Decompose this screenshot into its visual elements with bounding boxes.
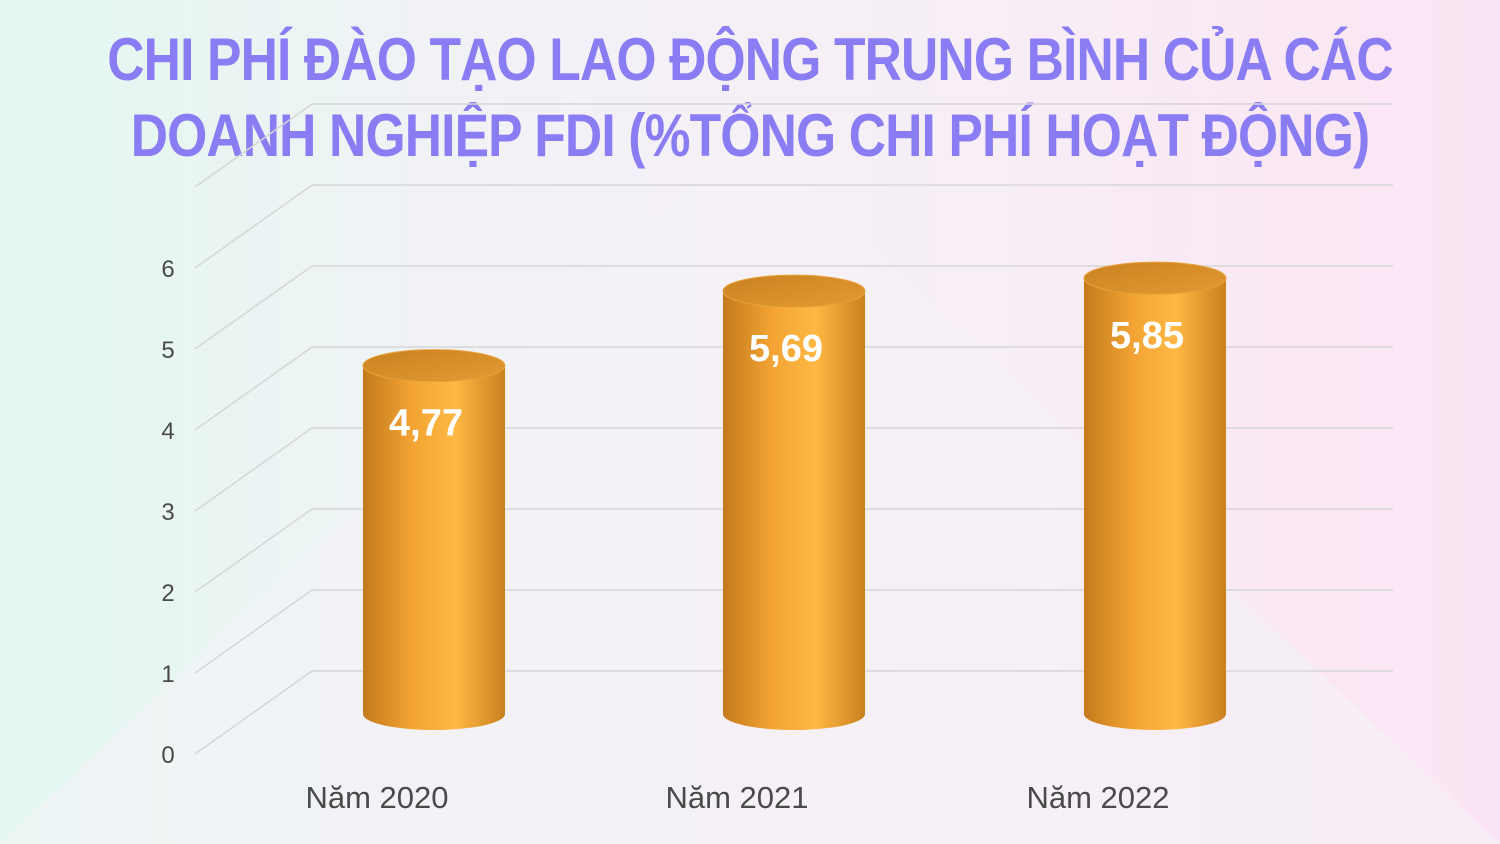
bar-top — [722, 274, 866, 308]
grid-diagonal — [194, 670, 313, 755]
grid-diagonal — [194, 427, 313, 512]
chart-title: CHI PHÍ ĐÀO TẠO LAO ĐỘNG TRUNG BÌNH CỦA … — [105, 22, 1395, 174]
y-tick-label: 0 — [161, 742, 174, 769]
grid-diagonal — [194, 265, 313, 350]
y-tick-label: 3 — [161, 499, 174, 526]
grid-diagonal — [194, 103, 313, 188]
bar: 5,69 — [722, 274, 866, 730]
x-tick-label: Năm 2020 — [305, 780, 448, 815]
y-tick-label: 5 — [161, 337, 174, 364]
data-label: 5,69 — [749, 328, 823, 370]
grid-diagonal — [194, 346, 313, 431]
chart-title-line-1: CHI PHÍ ĐÀO TẠO LAO ĐỘNG TRUNG BÌNH CỦA … — [107, 26, 1393, 93]
bar-body — [363, 365, 505, 730]
chart-title-line-2: DOANH NGHIỆP FDI (%TỔNG CHI PHÍ HOẠT ĐỘN… — [130, 102, 1370, 169]
bar: 4,77 — [362, 349, 506, 730]
grid-diagonal — [194, 184, 313, 269]
bar-body — [1084, 278, 1226, 730]
bar-body — [723, 291, 865, 730]
data-label: 4,77 — [389, 403, 463, 445]
x-axis-labels: Năm 2020 Năm 2021 Năm 2022 — [305, 780, 1169, 815]
y-axis-ticks: 0 1 2 3 4 5 6 — [161, 256, 174, 769]
bars: 4,77 5,69 5,85 — [362, 261, 1227, 730]
y-tick-label: 4 — [161, 418, 174, 445]
bar: 5,85 — [1083, 261, 1227, 730]
grid-diagonal — [194, 589, 313, 674]
x-tick-label: Năm 2021 — [665, 780, 808, 815]
x-tick-label: Năm 2022 — [1026, 780, 1169, 815]
bar-top — [362, 349, 506, 383]
data-label: 5,85 — [1110, 315, 1184, 357]
y-tick-label: 1 — [161, 661, 174, 688]
bar-top — [1083, 261, 1227, 295]
y-tick-label: 2 — [161, 580, 174, 607]
y-tick-label: 6 — [161, 256, 174, 283]
grid-diagonal — [194, 508, 313, 593]
